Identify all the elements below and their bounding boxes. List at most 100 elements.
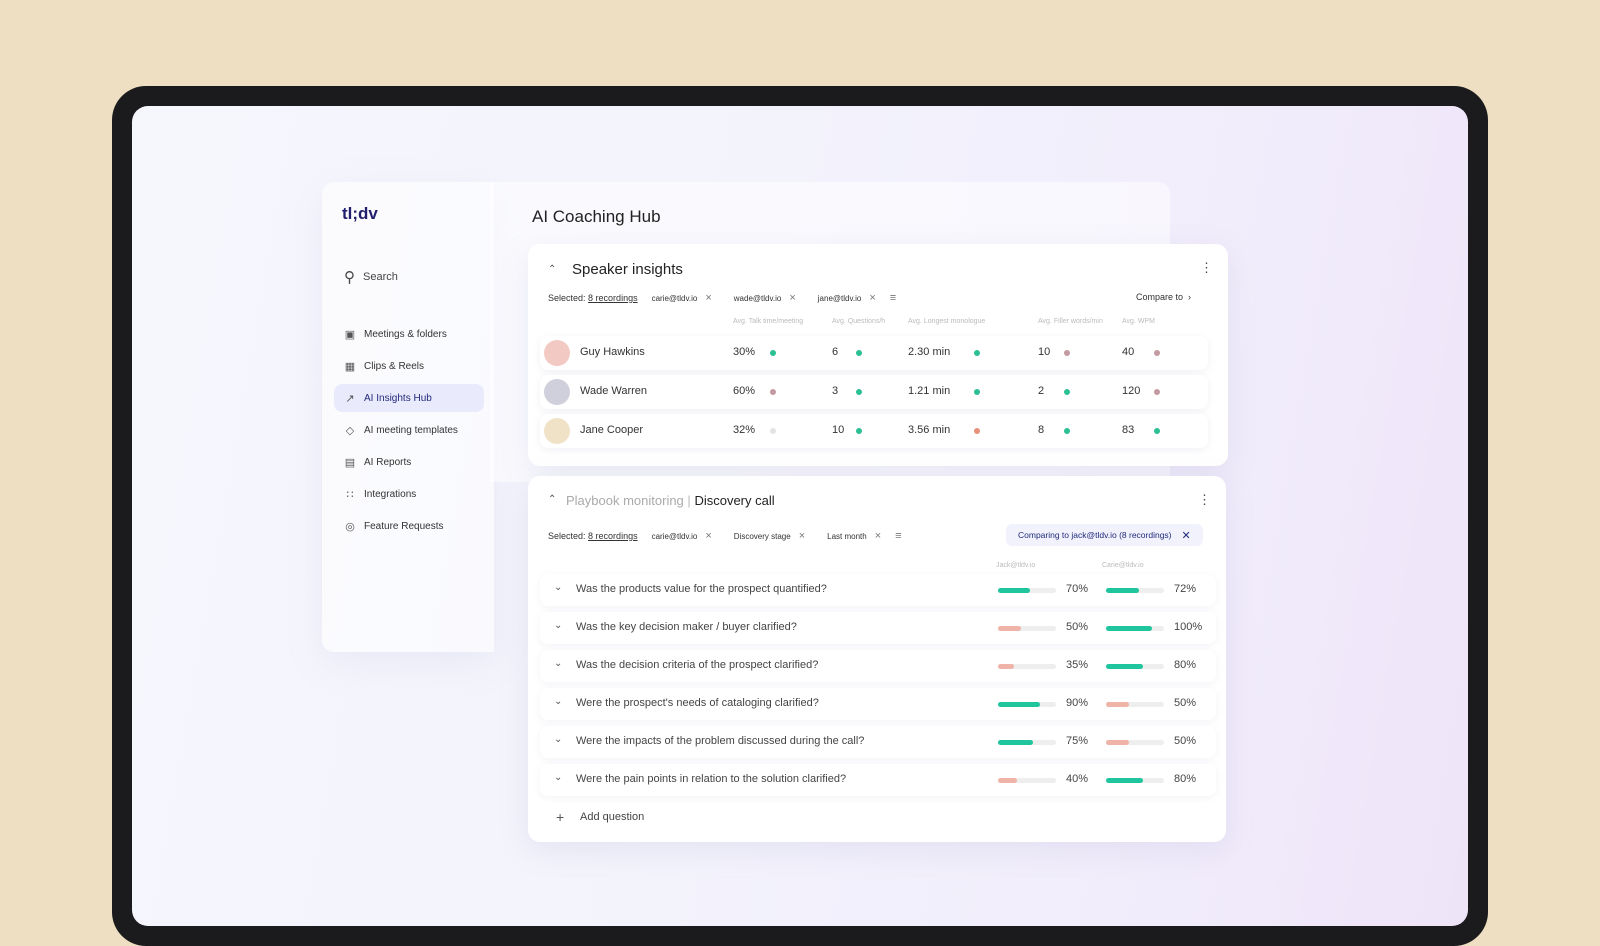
filter-chip[interactable]: carie@tldv.io × (651, 530, 712, 542)
question-text: Was the key decision maker / buyer clari… (576, 621, 797, 633)
filter-chip[interactable]: Discovery stage × (733, 530, 806, 542)
comparing-chip[interactable]: Comparing to jack@tldv.io (8 recordings)… (1006, 524, 1203, 546)
metric-value: 40 (1122, 346, 1135, 358)
sidebar-item-ai-meeting-templates[interactable]: ◇ AI meeting templates (334, 416, 484, 444)
close-icon[interactable]: ✕ (1181, 529, 1191, 542)
metric-value: 83 (1122, 424, 1135, 436)
carie-score: 72% (1174, 583, 1197, 595)
metric-value: 2 (1038, 385, 1045, 397)
column-header: Carie@tldv.io (1102, 562, 1144, 569)
sidebar-item-clips-reels[interactable]: ▦ Clips & Reels (334, 352, 484, 380)
chevron-up-icon[interactable]: ⌃ (548, 494, 557, 505)
close-icon[interactable]: × (869, 292, 876, 304)
sidebar-item-ai-insights-hub[interactable]: ↗ AI Insights Hub (334, 384, 484, 412)
close-icon[interactable]: × (798, 530, 806, 542)
logo: tl;dv (342, 204, 378, 223)
sidebar-item-label: Meetings & folders (364, 328, 447, 340)
close-icon[interactable]: × (705, 530, 712, 542)
status-dot (770, 389, 776, 395)
carie-score: 80% (1174, 773, 1197, 785)
sidebar-item-meetings-folders[interactable]: ▣ Meetings & folders (334, 320, 484, 348)
filter-icon[interactable]: ≡ (889, 292, 897, 304)
sidebar-item-ai-reports[interactable]: ▤ AI Reports (334, 448, 484, 476)
compare-to-button[interactable]: Compare to › (1136, 292, 1192, 302)
clapper-icon: ▦ (344, 360, 356, 373)
metric-value: 3.56 min (908, 424, 951, 436)
chevron-down-icon[interactable]: ⌄ (554, 658, 563, 669)
trend-icon: ↗ (345, 392, 355, 405)
search-label: Search (363, 271, 398, 283)
filter-chip[interactable]: Last month × (827, 530, 882, 542)
report-icon: ▤ (344, 456, 356, 469)
status-dot (856, 389, 862, 395)
more-icon[interactable]: ⋮ (1200, 260, 1213, 275)
close-icon[interactable]: × (705, 292, 712, 304)
chevron-down-icon[interactable]: ⌄ (554, 620, 563, 631)
question-text: Was the decision criteria of the prospec… (576, 659, 819, 671)
close-icon[interactable]: × (789, 292, 796, 304)
chevron-down-icon[interactable]: ⌄ (554, 772, 563, 783)
metric-value: 3 (832, 385, 839, 397)
jack-score-bar (998, 664, 1056, 669)
page-title: AI Coaching Hub (532, 207, 661, 226)
speaker-row[interactable]: Guy Hawkins 30% 6 2.30 min 10 40 (540, 336, 1208, 370)
question-row[interactable]: ⌄ Was the products value for the prospec… (540, 574, 1216, 606)
video-icon: ▣ (344, 328, 356, 341)
chevron-up-icon[interactable]: ⌃ (548, 264, 557, 275)
close-icon[interactable]: × (874, 530, 882, 542)
sidebar-nav: ▣ Meetings & folders ▦ Clips & Reels ↗ AI Ins… (334, 320, 484, 544)
speaker-row[interactable]: Jane Cooper 32% 10 3.56 min 8 83 (540, 414, 1208, 448)
column-header: Avg. Talk time/meeting (733, 318, 804, 325)
jack-score-bar (998, 740, 1056, 745)
question-row[interactable]: ⌄ Was the decision criteria of the prosp… (540, 650, 1216, 682)
chevron-down-icon[interactable]: ⌄ (554, 696, 563, 707)
question-row[interactable]: ⌄ Was the key decision maker / buyer cla… (540, 612, 1216, 644)
question-row[interactable]: ⌄ Were the pain points in relation to th… (540, 764, 1216, 796)
metric-value: 30% (733, 346, 756, 358)
sidebar-item-feature-requests[interactable]: ◎ Feature Requests (334, 512, 484, 540)
filter-icon[interactable]: ≡ (895, 530, 902, 542)
selected-recordings-link[interactable]: 8 recordings (588, 531, 638, 541)
status-dot (1154, 389, 1160, 395)
speaker-insights-card: ⌃ Speaker insights ⋮ Selected: 8 recordi… (528, 244, 1228, 466)
search-button[interactable]: ⚲ Search (344, 268, 398, 286)
jack-score: 35% (1066, 659, 1089, 671)
sidebar-item-label: AI Insights Hub (364, 392, 432, 404)
sidebar-item-label: AI meeting templates (364, 424, 458, 436)
question-text: Were the prospect's needs of cataloging … (576, 697, 819, 709)
chevron-down-icon[interactable]: ⌄ (554, 734, 563, 745)
status-dot (770, 350, 776, 356)
jack-score-bar (998, 702, 1056, 707)
carie-score-bar (1106, 778, 1164, 783)
jack-score: 90% (1066, 697, 1089, 709)
avatar (544, 418, 570, 444)
sidebar-item-label: Clips & Reels (364, 360, 425, 372)
metric-value: 120 (1122, 385, 1141, 397)
metric-value: 60% (733, 385, 756, 397)
question-row[interactable]: ⌄ Were the impacts of the problem discus… (540, 726, 1216, 758)
chevron-down-icon[interactable]: ⌄ (554, 582, 563, 593)
search-icon: ⚲ (344, 269, 355, 286)
column-header: Jack@tldv.io (996, 562, 1036, 569)
metric-value: 6 (832, 346, 839, 358)
filter-chip[interactable]: jane@tldv.io × (817, 292, 876, 304)
filter-chip[interactable]: carie@tldv.io × (651, 292, 712, 304)
carie-score-bar (1106, 626, 1164, 631)
filter-chip[interactable]: wade@tldv.io × (733, 292, 796, 304)
speaker-insights-title: Speaker insights (572, 261, 683, 278)
more-icon[interactable]: ⋮ (1198, 492, 1211, 507)
status-dot (1064, 428, 1070, 434)
jack-score: 50% (1066, 621, 1089, 633)
jack-score: 75% (1066, 735, 1089, 747)
sidebar-item-integrations[interactable]: ∷ Integrations (334, 480, 484, 508)
status-dot (1064, 350, 1070, 356)
selected-recordings-link[interactable]: 8 recordings (588, 293, 638, 303)
question-row[interactable]: ⌄ Were the prospect's needs of catalogin… (540, 688, 1216, 720)
carie-score-bar (1106, 588, 1164, 593)
speaker-row[interactable]: Wade Warren 60% 3 1.21 min 2 120 (540, 375, 1208, 409)
avatar (544, 340, 570, 366)
avatar (544, 379, 570, 405)
selected-label: Selected: 8 recordings (548, 293, 638, 303)
tag-icon: ◇ (345, 424, 355, 437)
add-question-button[interactable]: + Add question (540, 802, 1216, 834)
